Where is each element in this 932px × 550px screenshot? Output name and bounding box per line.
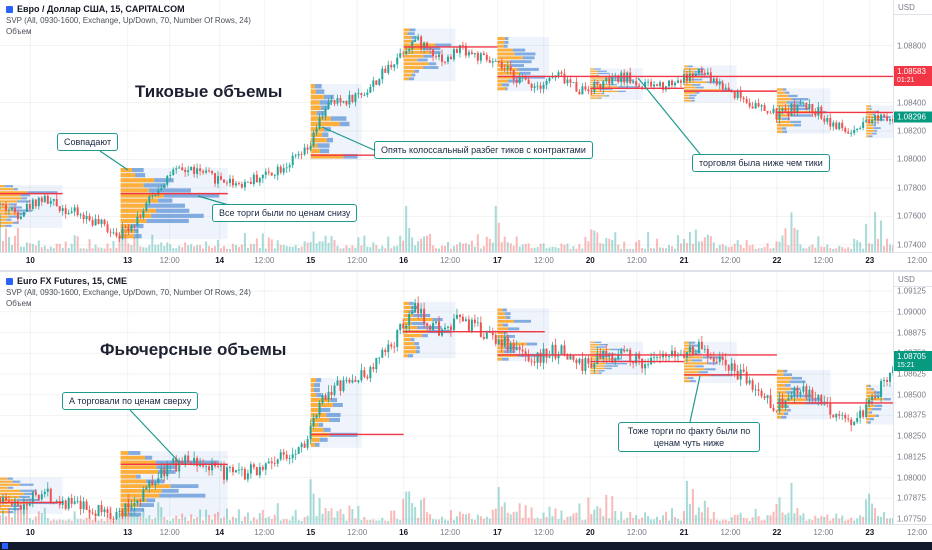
time-label: 12:00 [720,256,741,265]
annotation-callout[interactable]: Все торги были по ценам снизу [212,204,358,222]
annotation-callout[interactable]: А торговали по ценам сверху [62,392,199,410]
time-label: 20 [585,528,595,537]
panel-divider[interactable] [0,270,932,272]
price-label: 1.08400 [897,98,926,107]
time-label: 12:00 [533,256,554,265]
volume-histogram [0,206,893,252]
currency-label: USD [894,0,932,15]
time-label: 22 [772,528,782,537]
price-label: 1.08250 [897,431,926,441]
currency-label: USD [894,272,932,287]
time-label: 10 [25,528,35,537]
price-axis[interactable]: USD 1.091251.090001.088751.087501.086251… [893,272,932,524]
time-label: 12:00 [720,528,741,537]
poc-lines [0,330,893,504]
time-label: 12:00 [626,256,647,265]
price-axis[interactable]: USD 1.08800 1.08400 1.08200 1.08000 1.07800 1… [893,0,932,252]
time-label: 12:00 [813,256,834,265]
time-label: 17 [492,528,502,537]
time-label: 13 [123,528,133,537]
price-label: 1.07800 [897,183,926,193]
time-label: 10 [25,256,35,265]
chart-title-annotation[interactable]: Тиковые объемы [135,82,283,101]
time-label: 12:00 [440,528,461,537]
time-label: 22 [772,256,782,265]
time-label: 14 [215,528,225,537]
time-label: 16 [399,528,409,537]
price-label: 1.08200 [897,126,926,136]
chart-title-annotation[interactable]: Фьючерсные объемы [100,340,287,359]
price-label: 1.07875 [897,493,926,503]
price-label: 1.08500 [897,390,926,400]
time-label: 12:00 [347,256,368,265]
price-badge-last: 1.08296 [894,111,932,123]
toolbar-accent-icon [2,543,8,549]
time-label: 21 [679,528,689,537]
price-label: 1.08000 [897,154,926,164]
price-chart-ticks[interactable] [0,0,893,252]
time-label: 12:00 [254,256,275,265]
time-label: 23 [865,256,875,265]
time-label: 15 [306,256,316,265]
annotation-callout[interactable]: Опять колоссальный разбег тиков с контра… [374,141,593,159]
price-label: 1.08875 [897,328,926,337]
time-label: 12:00 [440,256,461,265]
annotation-callout[interactable]: Совпадают [57,133,119,151]
candlesticks [0,33,893,242]
price-label: 1.07600 [897,211,926,221]
price-chart-futures[interactable] [0,272,893,524]
time-label: 12:00 [907,256,928,265]
time-axis[interactable]: 10 13 12:00 14 12:00 15 12:00 16 12:00 17 12:00 20 1… [0,524,932,543]
time-label: 12:00 [626,528,647,537]
time-label: 12:00 [907,528,928,537]
price-label: 1.08125 [897,452,926,462]
time-axis[interactable]: 10 13 12:00 14 12:00 15 12:00 16 12:00 17 12:00 20 1… [0,252,932,271]
volume-profile-sessions [0,28,893,240]
time-label: 13 [123,256,133,265]
annotation-callout[interactable]: торговля была ниже чем тики [692,154,830,172]
panel-futures-volumes: Euro FX Futures, 15, CME SVP (All, 0930-… [0,272,932,543]
time-label: 12:00 [254,528,275,537]
time-label: 14 [215,256,225,265]
price-label: 1.08375 [897,410,926,420]
price-label: 1.09125 [897,286,926,296]
volume-profile-sessions [0,301,893,518]
time-label: 16 [399,256,409,265]
time-label: 12:00 [813,528,834,537]
time-label: 12:00 [159,256,180,265]
price-label: 1.09000 [897,307,926,317]
time-label: 21 [679,256,689,265]
price-badge-last: 1.08705 15:21 [894,350,932,371]
price-label: 1.08800 [897,41,926,51]
annotation-callout[interactable]: Тоже торги по факту были по ценам чуть н… [618,422,760,452]
price-badge-poc: 1.08583 01:21 [894,66,932,87]
time-label: 17 [492,256,502,265]
time-label: 12:00 [159,528,180,537]
price-label: 1.07400 [897,240,926,250]
price-label: 1.08000 [897,473,926,483]
bottom-toolbar [0,542,932,550]
price-label: 1.07750 [897,514,926,524]
callout-leader-lines [129,375,701,464]
time-label: 23 [865,528,875,537]
price-label: 1.08625 [897,369,926,379]
time-label: 15 [306,528,316,537]
time-label: 12:00 [533,528,554,537]
panel-tick-volumes: Евро / Доллар США, 15, CAPITALCOM SVP (A… [0,0,932,271]
time-label: 20 [585,256,595,265]
time-label: 12:00 [347,528,368,537]
